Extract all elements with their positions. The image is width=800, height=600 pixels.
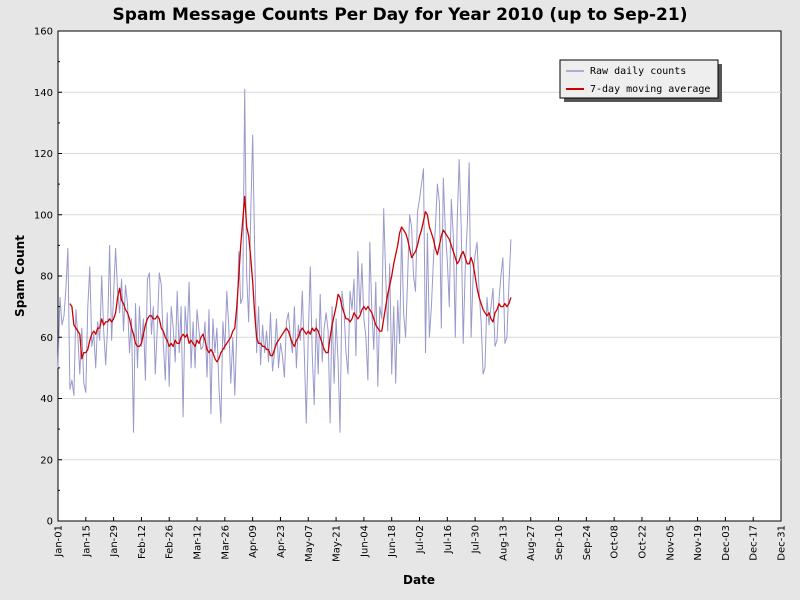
legend-box [559, 59, 719, 99]
x-tick-label: Aug-27 [526, 525, 537, 561]
axes: 0 20 40 60 80 100 120 140 160 Jan-01 Jan-15 Jan-29 F… [34, 27, 788, 562]
x-tick-label: Nov-05 [665, 525, 676, 561]
series-line-1 [69, 195, 512, 363]
series-line-0 [57, 88, 512, 433]
x-tick-label: May-21 [332, 525, 343, 562]
x-tick-label: Oct-22 [637, 525, 648, 559]
x-tick-label: Sep-24 [582, 525, 593, 560]
x-tick-label: Oct-08 [610, 525, 621, 559]
x-axis-title: Date [403, 573, 435, 587]
chart-title: Spam Message Counts Per Day for Year 201… [113, 5, 688, 25]
y-tick-label: 160 [34, 27, 53, 38]
x-tick-label: Mar-12 [193, 525, 204, 560]
x-tick-label: Jan-15 [81, 525, 92, 558]
x-tick-label: Sep-10 [554, 525, 565, 560]
y-tick-label: 120 [34, 149, 53, 160]
x-tick-label: Apr-23 [276, 525, 287, 558]
x-tick-label: Jul-30 [471, 525, 482, 554]
x-tick-label: Jul-02 [415, 525, 426, 554]
y-tick-label: 80 [40, 272, 53, 283]
y-tick-label: 40 [40, 394, 53, 405]
legend: Raw daily counts 7-day moving average [559, 59, 722, 102]
x-tick-label: Feb-12 [137, 525, 148, 559]
x-tick-label: Dec-17 [749, 525, 760, 561]
x-tick-label: May-07 [304, 525, 315, 562]
y-tick-label: 140 [34, 88, 53, 99]
grid-lines [58, 91, 781, 461]
x-tick-label: Dec-03 [721, 525, 732, 561]
y-axis-title: Spam Count [13, 235, 27, 317]
y-tick-label: 20 [40, 455, 53, 466]
x-tick-label: Jan-01 [54, 525, 65, 558]
x-tick-label: Nov-19 [693, 525, 704, 561]
x-tick-label: Apr-09 [248, 525, 259, 558]
series-lines [57, 88, 512, 433]
legend-label-raw-daily-counts: Raw daily counts [590, 66, 686, 77]
y-tick-label: 60 [40, 333, 53, 344]
x-tick-label: Dec-31 [777, 525, 788, 561]
x-tick-label: Jan-29 [109, 525, 120, 558]
x-tick-label: Jun-04 [359, 525, 370, 558]
y-tick-label: 0 [47, 517, 53, 528]
x-tick-label: Aug-13 [498, 525, 509, 561]
x-tick-label: Feb-26 [165, 525, 176, 559]
y-tick-label: 100 [34, 210, 53, 221]
x-tick-label: Jul-16 [443, 525, 454, 554]
legend-label-moving-average: 7-day moving average [590, 84, 710, 95]
x-tick-label: Mar-26 [220, 525, 231, 560]
x-tick-label: Jun-18 [387, 525, 398, 558]
